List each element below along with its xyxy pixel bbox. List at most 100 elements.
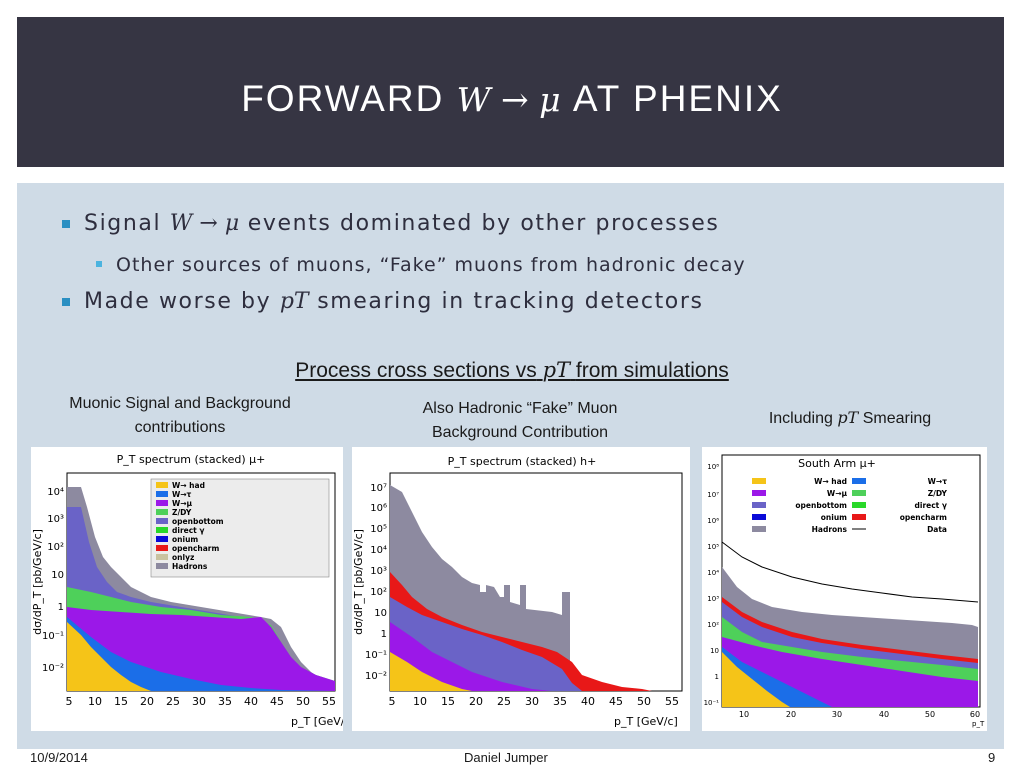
legend-label: openbottom <box>172 517 224 526</box>
legend-label: W→μ <box>172 499 193 508</box>
xtick: 30 <box>525 695 539 708</box>
slide-title: FORWARD W → μ AT PHENIX <box>0 78 1024 120</box>
subtitle-math: pT <box>542 358 571 382</box>
footer-page-number: 9 <box>988 750 996 765</box>
xtick: 30 <box>192 695 206 708</box>
legend-label: W→ had <box>172 481 205 490</box>
ytick: 1 <box>715 673 719 681</box>
caption-left-line2: contributions <box>134 419 226 436</box>
legend-label: direct γ <box>915 501 947 510</box>
ytick: 10 <box>374 608 387 619</box>
xtick: 35 <box>553 695 567 708</box>
ytick: 10 <box>710 647 719 655</box>
bullet-2: Other sources of muons, “Fake” muons fro… <box>96 254 746 276</box>
xtick: 45 <box>609 695 623 708</box>
title-bar <box>17 17 1004 167</box>
xtick: 50 <box>296 695 310 708</box>
ytick: 10⁵ <box>370 524 387 535</box>
caption-right-pre: Including <box>768 410 833 427</box>
xtick: 20 <box>140 695 154 708</box>
xtick: 10 <box>413 695 427 708</box>
ytick: 10⁴ <box>370 545 387 556</box>
ytick: 10⁵ <box>707 543 719 551</box>
ytick: 10⁻¹ <box>42 631 64 642</box>
ytick: 10⁻¹ <box>365 650 387 661</box>
xtick: 30 <box>832 710 842 719</box>
xtick: 40 <box>879 710 889 719</box>
xtick: 25 <box>497 695 511 708</box>
title-prefix: FORWARD <box>241 78 445 119</box>
ytick: 10⁶ <box>370 503 387 514</box>
plot-xlabel: p_T [GeV/c] <box>614 715 678 728</box>
xtick: 15 <box>441 695 455 708</box>
bullet-1-post: events dominated by other processes <box>247 211 720 236</box>
xtick: 15 <box>114 695 128 708</box>
plot-title: P_T spectrum (stacked) h+ <box>448 455 597 468</box>
caption-right-math: pT <box>837 408 859 427</box>
xtick: 45 <box>270 695 284 708</box>
caption-mid-line2: Background Contribution <box>431 424 609 441</box>
legend-label: openbottom <box>795 501 847 510</box>
plot-hadronic: P_T spectrum (stacked) h+ dσ/dP_T [pb/Ge… <box>352 447 690 731</box>
title-math: W → μ <box>456 80 561 119</box>
legend-label: Hadrons <box>812 525 848 534</box>
plot-title: P_T spectrum (stacked) μ+ <box>117 453 266 466</box>
xtick: 50 <box>637 695 651 708</box>
subtitle-pre: Process cross sections vs <box>295 359 537 382</box>
caption-middle: Also Hadronic “Fake” Muon Background Con… <box>355 397 685 445</box>
xtick: 10 <box>88 695 102 708</box>
xtick: 20 <box>786 710 796 719</box>
ytick: 10⁷ <box>370 483 387 494</box>
legend-label: opencharm <box>172 544 219 553</box>
legend-label: Z/DY <box>928 489 948 498</box>
ytick: 10⁻² <box>365 671 387 682</box>
xtick: 55 <box>322 695 336 708</box>
ytick: 10³ <box>370 566 387 577</box>
legend-label: Data <box>927 525 947 534</box>
legend-label: onlyz <box>172 553 194 562</box>
ytick: 10⁻² <box>42 663 64 674</box>
caption-mid-line1: Also Hadronic “Fake” Muon <box>422 400 618 417</box>
plots-subtitle: Process cross sections vs pT from simula… <box>0 358 1024 383</box>
caption-left: Muonic Signal and Background contributio… <box>30 392 330 440</box>
legend-label: Z/DY <box>172 508 192 517</box>
xtick: 55 <box>665 695 679 708</box>
xtick: 40 <box>581 695 595 708</box>
legend-label: direct γ <box>172 526 204 535</box>
ytick: 10⁻¹ <box>704 699 720 707</box>
plot-ylabel: dσ/dP_T [pb/GeV/c] <box>31 529 44 635</box>
caption-right-post: Smearing <box>862 410 932 427</box>
xtick: 35 <box>218 695 232 708</box>
bullet-1-math: W → μ <box>169 211 240 236</box>
bullet-3-math: pT <box>279 289 309 314</box>
bullet-1-pre: Signal <box>84 211 162 236</box>
bullet-2-text: Other sources of muons, “Fake” muons fro… <box>116 254 746 276</box>
xtick: 5 <box>389 695 396 708</box>
subtitle-post: from simulations <box>575 359 729 382</box>
caption-left-line1: Muonic Signal and Background <box>69 395 291 412</box>
bullet-1: Signal W → μ events dominated by other p… <box>62 211 719 236</box>
ytick: 10³ <box>47 514 64 525</box>
ytick: 10² <box>370 587 387 598</box>
plot-title: South Arm μ+ <box>798 457 876 470</box>
legend-label: opencharm <box>900 513 947 522</box>
ytick: 10⁷ <box>707 491 719 499</box>
footer-date: 10/9/2014 <box>30 750 88 765</box>
ytick: 1 <box>58 602 64 613</box>
legend-label: Hadrons <box>172 562 208 571</box>
legend-label: onium <box>172 535 198 544</box>
plot-smearing: South Arm μ+ W→ had W→τ W→μ Z/DY openbot… <box>702 447 987 731</box>
plot-ylabel: dσ/dP_T [pb/GeV/c] <box>352 529 365 635</box>
title-suffix: AT PHENIX <box>572 78 783 119</box>
xtick: 20 <box>469 695 483 708</box>
bullet-3-pre: Made worse by <box>84 289 272 314</box>
legend-label: W→τ <box>928 477 948 486</box>
plot-xlabel: p_T [GeV/c] <box>291 715 343 728</box>
ytick: 10³ <box>707 595 719 603</box>
plot-xlabel: p_T <box>972 720 985 728</box>
xtick: 40 <box>244 695 258 708</box>
ytick: 1 <box>381 629 387 640</box>
xtick: 5 <box>66 695 73 708</box>
legend-label: W→ had <box>814 477 847 486</box>
ytick: 10⁶ <box>707 517 719 525</box>
